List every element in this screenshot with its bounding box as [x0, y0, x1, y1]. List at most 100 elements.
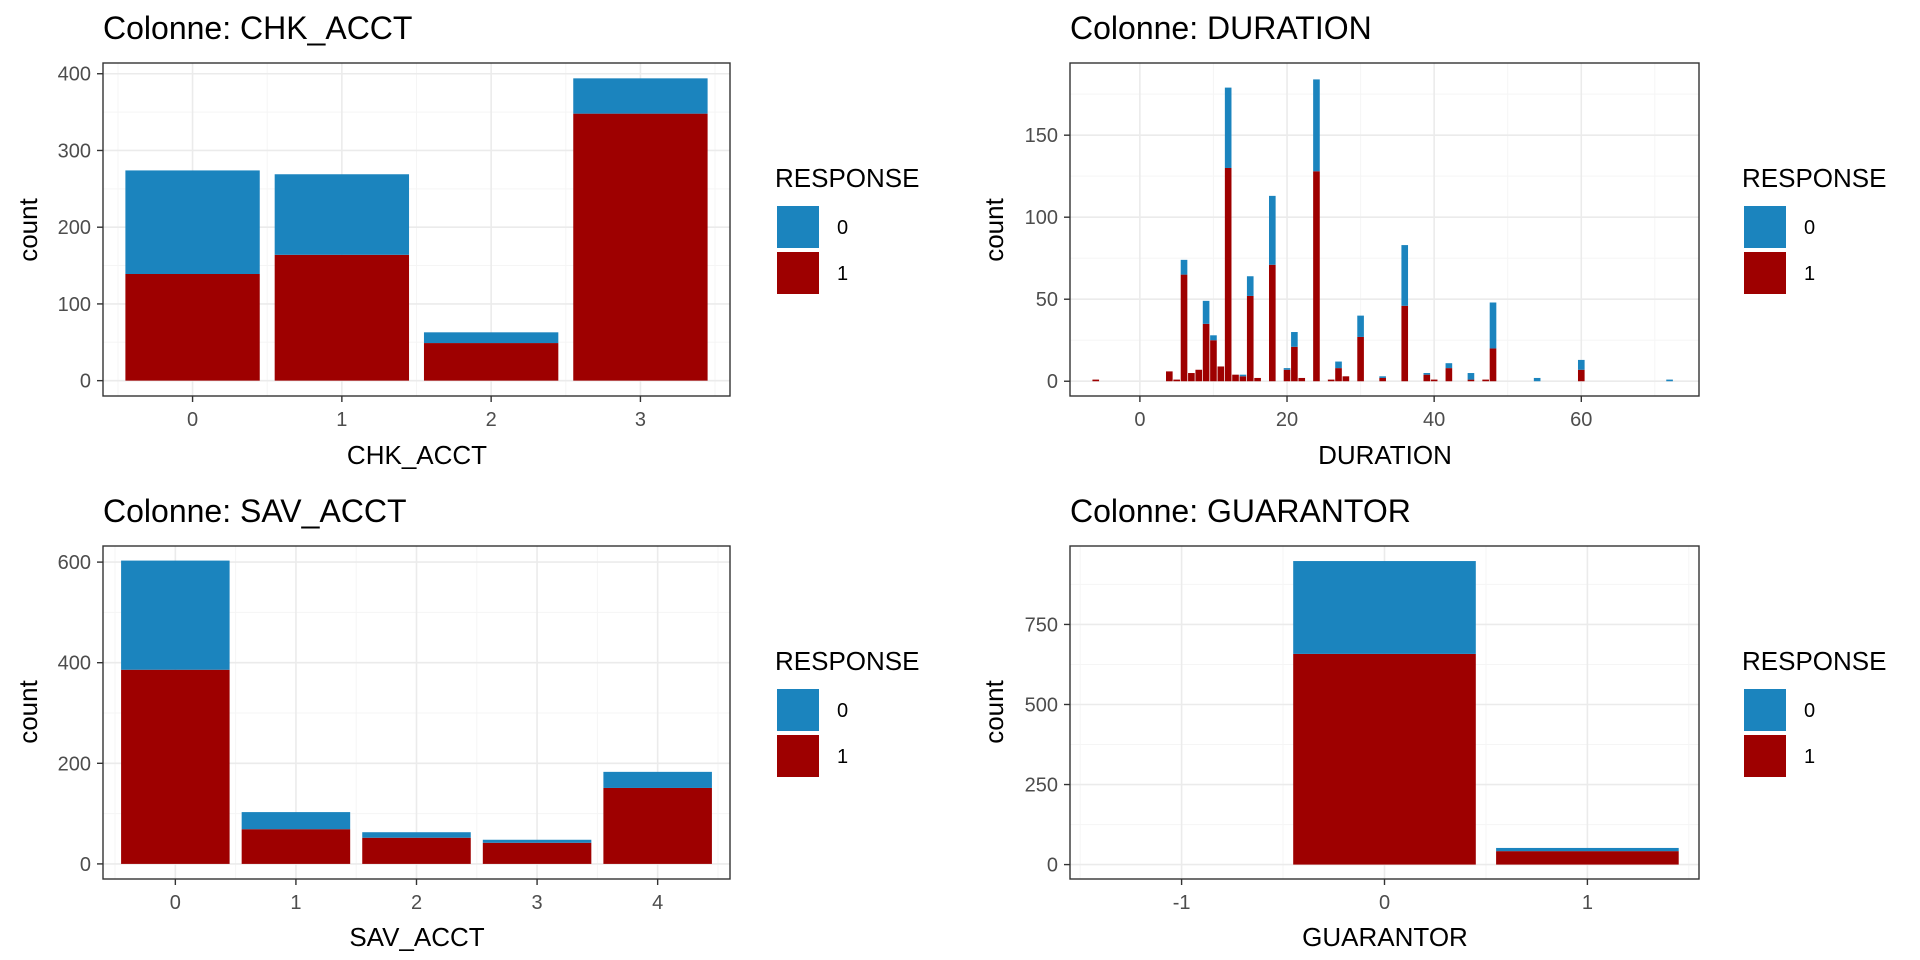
sav-acct-x-tick-label: 0: [170, 892, 181, 914]
duration-bar-60-response-0: [1577, 359, 1585, 370]
guarantor-y-tick-label: 750: [1025, 614, 1058, 636]
duration-bar-45-response-0: [1467, 373, 1475, 380]
duration-legend-label-1: 1: [1804, 263, 1815, 285]
duration-bar-20-response-1: [1283, 369, 1291, 382]
chk-acct-panel: 0 1 2 3 0 100 200 300 400: [58, 62, 731, 431]
chk-acct-legend: RESPONSE 0 1: [775, 163, 920, 294]
guarantor-legend-title: RESPONSE: [1742, 646, 1887, 676]
duration-bar-8-response-1: [1195, 369, 1203, 382]
sav-acct-legend: RESPONSE 0 1: [775, 646, 920, 777]
duration-bar-15-response-0: [1246, 276, 1254, 296]
guarantor-y-tick-label: 250: [1025, 775, 1058, 797]
duration-y-tick-label: 100: [1025, 207, 1058, 229]
duration-x-tick-label: 20: [1276, 409, 1298, 431]
sav-acct-y-tick-label: 400: [58, 653, 91, 675]
duration-bar-10-response-1: [1210, 340, 1217, 382]
sav-acct-y-tick-label: 0: [80, 854, 91, 876]
duration-bar-36-response-0: [1401, 245, 1409, 306]
duration-y-tick-label: 0: [1047, 371, 1058, 393]
duration-x-tick-label: 0: [1134, 409, 1145, 431]
duration-y-tick-label: 50: [1036, 289, 1058, 311]
duration-bar-33-response-1: [1379, 377, 1386, 382]
duration-bar-6-response-0: [1180, 259, 1188, 275]
sav-acct-x-tick-label: 4: [652, 892, 663, 914]
sav-acct-x-axis-title: SAV_ACCT: [349, 922, 484, 952]
chk-acct-bar-0-response-0: [125, 170, 260, 275]
sav-acct-legend-label-0: 0: [837, 700, 848, 722]
sav-acct-x-tick-label: 3: [532, 892, 543, 914]
sav-acct-legend-label-1: 1: [837, 746, 848, 768]
duration-bar--6-response-1: [1092, 379, 1100, 382]
chk-acct-legend-key-1: [777, 252, 819, 294]
duration-bar-33-response-0: [1379, 376, 1386, 378]
guarantor-bar-0-response-0: [1293, 561, 1476, 654]
duration-bar-54-response-0: [1533, 377, 1541, 382]
duration-bar-13-response-1: [1232, 374, 1239, 382]
duration-bar-16-response-1: [1254, 377, 1261, 382]
sav-acct-bar-2-response-1: [362, 837, 471, 864]
chk-acct-y-axis-title: count: [13, 197, 43, 261]
chk-acct-bar-0-response-1: [125, 274, 260, 381]
guarantor-legend: RESPONSE 0 1: [1742, 646, 1887, 777]
chk-acct-legend-label-0: 0: [837, 217, 848, 239]
guarantor-bar-0-response-1: [1293, 653, 1476, 865]
guarantor-legend-label-1: 1: [1804, 746, 1815, 768]
duration-bar-26-response-1: [1327, 379, 1335, 382]
chk-acct-y-tick-label: 200: [58, 217, 91, 239]
sav-acct-legend-key-0: [777, 689, 819, 731]
duration-bar-14-response-0: [1239, 374, 1247, 377]
chk-acct-x-tick-label: 0: [187, 409, 198, 431]
duration-bar-6-response-1: [1180, 274, 1188, 382]
duration-bar-21-response-1: [1291, 346, 1298, 382]
chk-acct-x-tick-label: 3: [635, 409, 646, 431]
chk-acct-x-axis-title: CHK_ACCT: [347, 440, 487, 470]
guarantor-x-tick-label: 0: [1379, 892, 1390, 914]
duration-y-axis-title: count: [979, 197, 1009, 261]
sav-acct-bar-1-response-1: [241, 829, 351, 864]
duration-bar-47-response-1: [1482, 379, 1489, 382]
guarantor-legend-key-1: [1744, 735, 1786, 777]
sav-acct-bar-0-response-1: [121, 669, 230, 864]
duration-bar-45-response-1: [1467, 379, 1475, 382]
chk-acct-legend-key-0: [777, 206, 819, 248]
chk-acct-bar-1-response-1: [274, 254, 410, 381]
sav-acct-bar-3-response-1: [482, 842, 592, 864]
guarantor-x-tick-label: 1: [1582, 892, 1593, 914]
guarantor-bar-1-response-0: [1496, 847, 1679, 852]
duration-bar-9-response-1: [1202, 323, 1210, 382]
chk-acct-x-tick-label: 2: [486, 409, 497, 431]
guarantor-legend-key-0: [1744, 689, 1786, 731]
chk-acct-y-tick-label: 400: [58, 64, 91, 86]
duration-bar-48-response-0: [1489, 302, 1497, 349]
chk-acct-x-tick-label: 1: [336, 409, 347, 431]
guarantor-legend-label-0: 0: [1804, 700, 1815, 722]
guarantor-y-tick-label: 0: [1047, 855, 1058, 877]
chk-acct-bar-1-response-0: [274, 174, 410, 255]
duration-bar-30-response-1: [1357, 336, 1364, 382]
duration-bar-42-response-1: [1445, 368, 1453, 382]
chk-acct-legend-label-1: 1: [837, 263, 848, 285]
chk-acct-bar-3-response-0: [573, 78, 708, 114]
duration-bar-42-response-0: [1445, 363, 1453, 369]
sav-acct-y-tick-label: 200: [58, 753, 91, 775]
chk-acct-plot-title: Colonne: CHK_ACCT: [103, 10, 412, 46]
sav-acct-bar-0-response-0: [121, 560, 230, 670]
chk-acct-plot: Colonne: CHK_ACCT 0 1 2 3 0 100 200 300 400 CHK_…: [13, 10, 920, 470]
duration-bar-15-response-1: [1246, 295, 1254, 382]
duration-x-axis-title: DURATION: [1318, 440, 1452, 470]
duration-bar-24-response-0: [1313, 79, 1320, 172]
duration-bar-27-response-0: [1335, 361, 1342, 369]
chk-acct-bar-2-response-1: [423, 343, 559, 381]
sav-acct-legend-key-1: [777, 735, 819, 777]
duration-bar-18-response-1: [1268, 264, 1276, 382]
sav-acct-plot-title: Colonne: SAV_ACCT: [103, 493, 407, 529]
duration-bar-21-response-0: [1291, 332, 1298, 347]
sav-acct-bar-3-response-0: [482, 839, 592, 843]
duration-bar-27-response-1: [1335, 368, 1342, 382]
sav-acct-bar-4-response-1: [603, 787, 712, 864]
duration-bar-11-response-1: [1217, 366, 1225, 382]
chk-acct-bar-2-response-0: [423, 332, 559, 344]
sav-acct-bar-1-response-0: [241, 812, 351, 830]
duration-bar-4-response-1: [1166, 371, 1173, 382]
